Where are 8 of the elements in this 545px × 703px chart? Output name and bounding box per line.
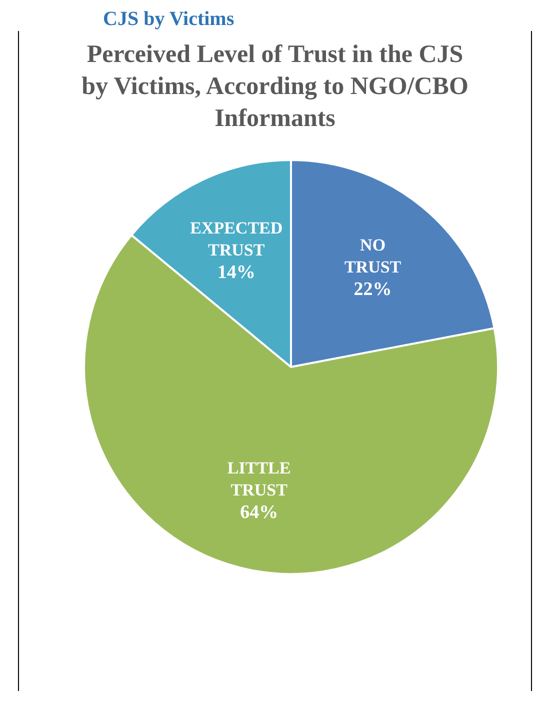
data-label: 64% [240,502,278,524]
chart-title: Perceived Level of Trust in the CJS by Victims, According to NGO/CBO Informants [80,40,470,134]
text: CJS by Victims [103,8,236,31]
slice-label: EXPECTED TRUST [190,218,283,260]
data-label: 14% [217,262,256,283]
slice-label: LITTLE TRUST [227,458,291,500]
data-label: 22% [354,279,392,300]
slice-label: NO TRUST [344,236,402,277]
